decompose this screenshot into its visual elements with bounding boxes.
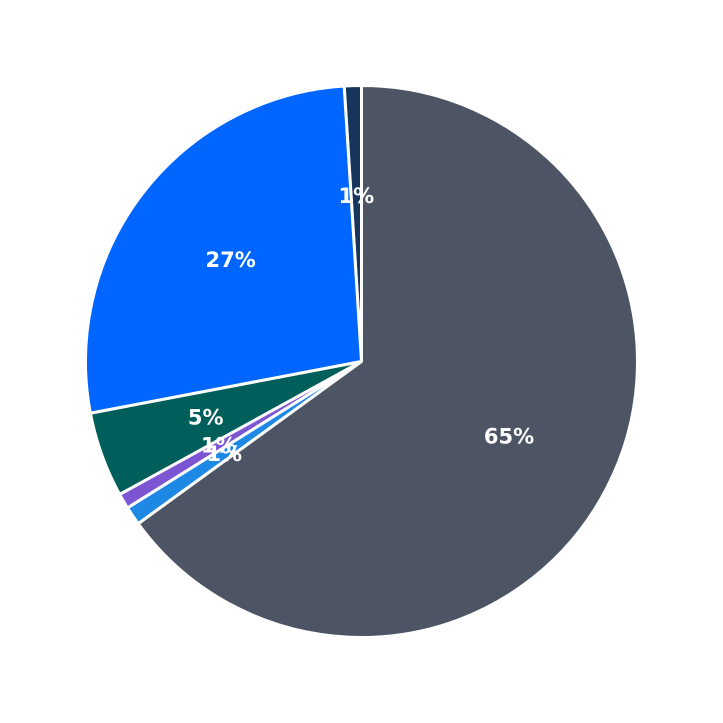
pie-slice-label-1: 1% [338,184,374,208]
pie-slice-2 [84,84,363,415]
pie-slice-label-3: 5% [188,406,224,430]
pie-slice-label-5: 1% [206,442,242,466]
pie-slice-label-6: 65% [484,425,534,449]
pie-slice-label-2: 27% [206,248,256,272]
pie-labels: 1%27%5%1%1%65% [188,184,534,466]
pie-slices [84,84,639,639]
pie-slice-6 [136,84,639,639]
pie-slice-label-4: 1% [201,433,237,457]
